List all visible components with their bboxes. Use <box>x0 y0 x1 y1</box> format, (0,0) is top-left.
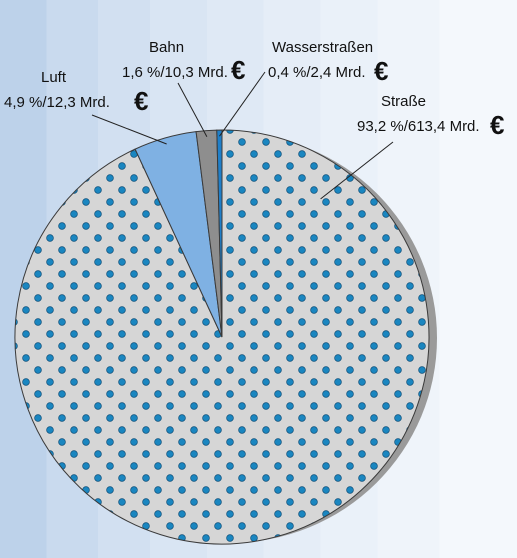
label-wasser-name: Wasserstraßen <box>272 39 373 56</box>
label-wasser-value: 0,4 %/2,4 Mrd. <box>268 64 366 81</box>
label-bahn-value: 1,6 %/10,3 Mrd. <box>122 64 228 81</box>
euro-icon-wasser: € <box>374 56 388 86</box>
label-bahn-name: Bahn <box>149 39 184 56</box>
label-luft-name: Luft <box>41 69 67 86</box>
euro-icon-luft: € <box>134 86 148 116</box>
label-luft-value: 4,9 %/12,3 Mrd. <box>4 94 110 111</box>
leader-wasserstrassen <box>219 71 266 137</box>
label-strasse-value: 93,2 %/613,4 Mrd. <box>357 118 480 135</box>
euro-icon-bahn: € <box>231 55 245 85</box>
leader-bahn <box>177 82 208 138</box>
euro-icon-strasse: € <box>490 110 504 140</box>
leader-strasse <box>320 141 394 200</box>
slice-wasserstrassen <box>216 129 223 338</box>
leader-luft <box>91 114 167 145</box>
label-strasse-name: Straße <box>381 93 426 110</box>
